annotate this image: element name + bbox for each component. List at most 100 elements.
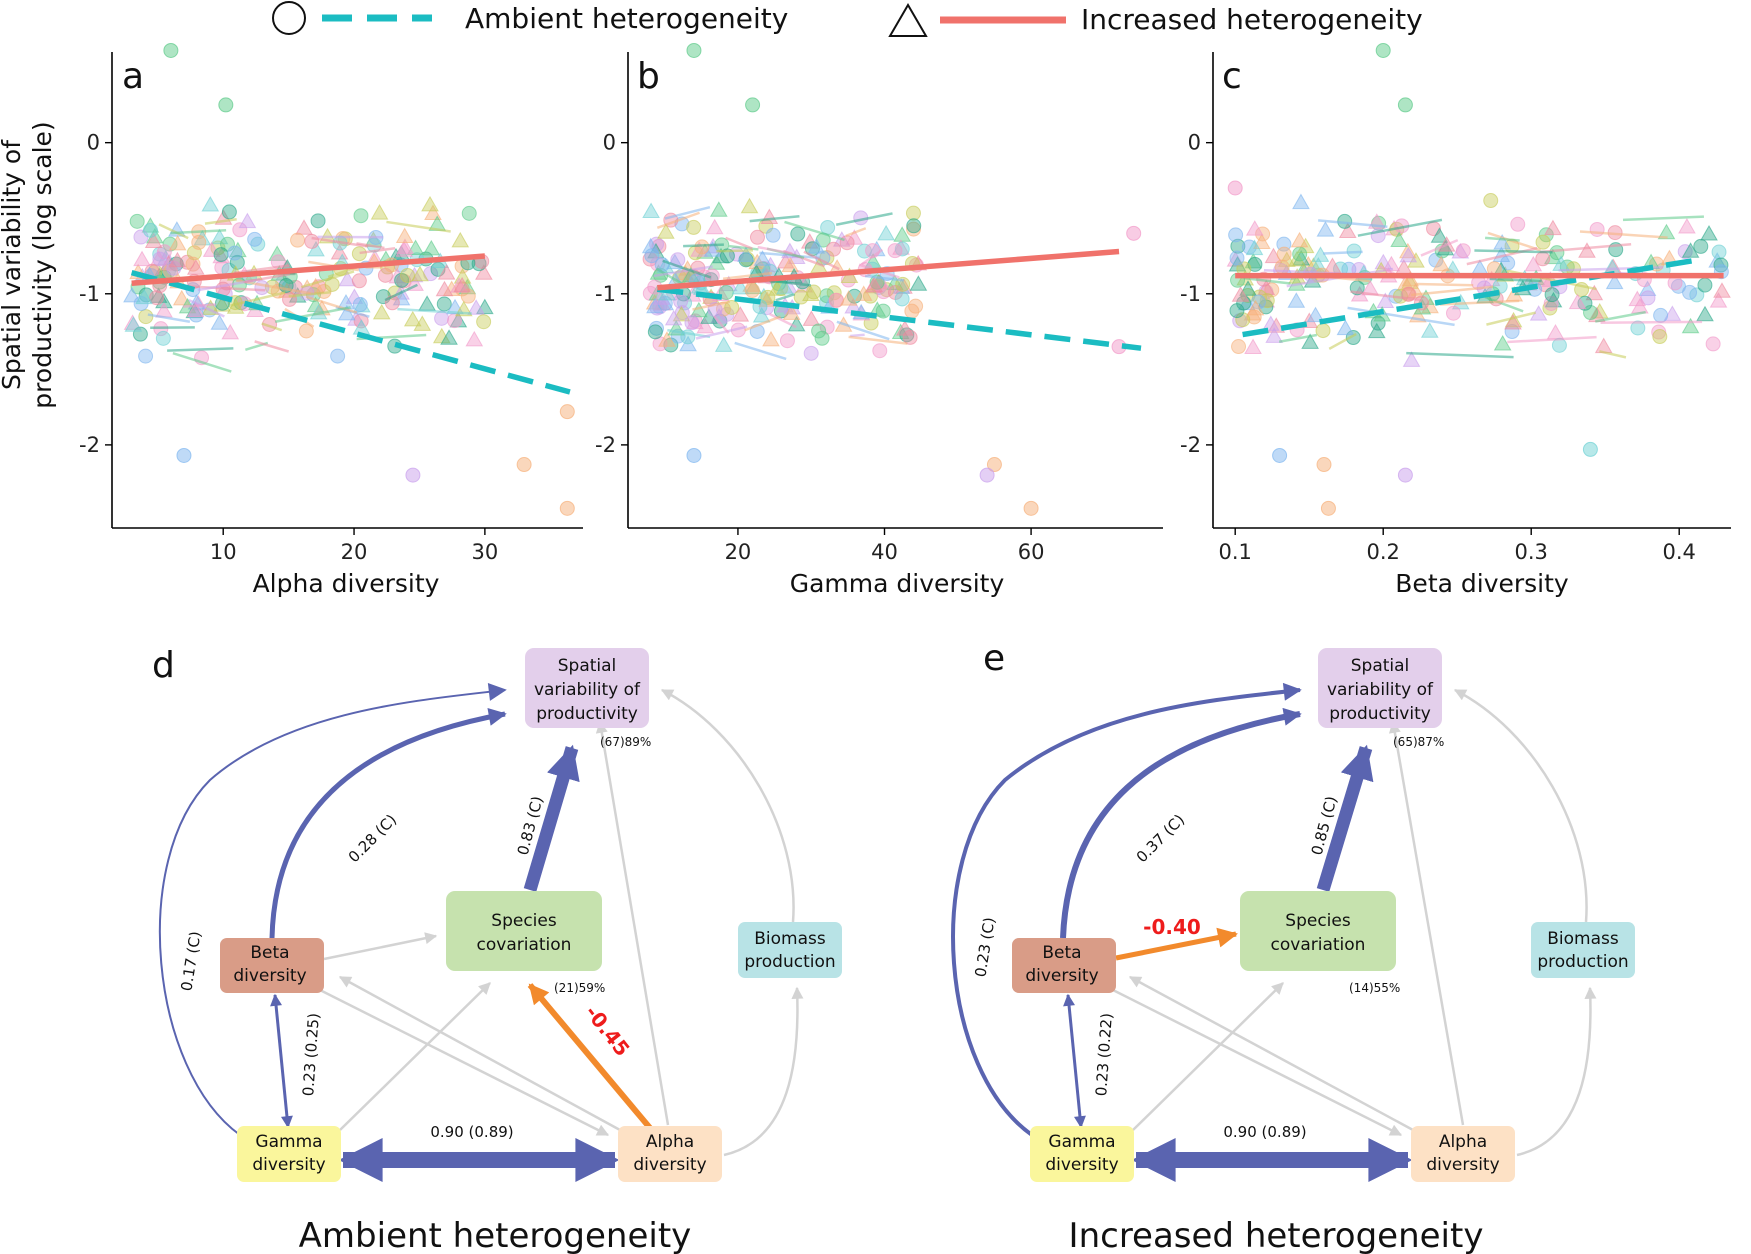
path-alpha-beta bbox=[1128, 975, 1414, 1132]
y-tick-label: 0 bbox=[87, 131, 100, 155]
site-trend-segment bbox=[1328, 332, 1357, 350]
panel-letter-d: d bbox=[152, 645, 175, 686]
scatter-point bbox=[1709, 292, 1728, 308]
scatter-point bbox=[826, 241, 842, 257]
site-trend-segment bbox=[1487, 231, 1541, 252]
scatter-point bbox=[642, 202, 660, 218]
scatter-point bbox=[213, 247, 229, 263]
scatter-point bbox=[979, 467, 995, 483]
scatter-point bbox=[395, 241, 414, 257]
ambient-trend-line bbox=[130, 269, 571, 395]
scatter-point bbox=[1504, 313, 1522, 330]
path-alpha-beta bbox=[338, 975, 621, 1132]
y-tick-label: 0 bbox=[1188, 131, 1201, 155]
site-trend-segment bbox=[274, 306, 351, 323]
scatter-point bbox=[803, 345, 819, 361]
x-ticks: 20 40 60 bbox=[725, 528, 1045, 564]
panel-d: d Spatial variability of productivity (6… bbox=[152, 645, 842, 1254]
scatter-point bbox=[744, 282, 760, 298]
site-trend-segment bbox=[167, 347, 234, 352]
scatter-point bbox=[1455, 243, 1471, 259]
node-label: Alpha bbox=[646, 1132, 694, 1152]
site-trend-segment bbox=[1350, 290, 1422, 302]
node-biomass: Biomass production bbox=[1531, 922, 1635, 978]
node-label: covariation bbox=[1271, 935, 1366, 955]
scatter-point bbox=[779, 333, 795, 349]
scatter-point bbox=[856, 243, 872, 259]
node-beta: Beta diversity bbox=[220, 938, 324, 993]
site-trend-segment bbox=[835, 212, 893, 226]
scatter-point bbox=[396, 238, 414, 254]
scatter-point bbox=[644, 248, 660, 264]
scatter-point bbox=[1696, 305, 1714, 322]
scatter-point bbox=[1493, 335, 1512, 351]
scatter-point bbox=[1432, 255, 1451, 272]
scatter-point bbox=[694, 239, 710, 255]
scatter-point bbox=[1228, 227, 1244, 243]
scatter-point bbox=[295, 219, 313, 235]
path-beta-species bbox=[323, 932, 438, 961]
node-label: diversity bbox=[252, 1155, 325, 1175]
scatter-point bbox=[310, 213, 326, 229]
scatter-point bbox=[453, 276, 471, 293]
trend-lines bbox=[1235, 257, 1724, 338]
scatter-point bbox=[753, 250, 772, 266]
node-gamma: Gamma diversity bbox=[237, 1126, 341, 1182]
scatter-point bbox=[779, 277, 798, 293]
site-trend-segment bbox=[1243, 276, 1291, 285]
legend-ambient-label: Ambient heterogeneity bbox=[465, 2, 788, 35]
scatter-point bbox=[1407, 252, 1425, 268]
site-trend-segment bbox=[850, 333, 865, 338]
scatter-point bbox=[218, 97, 234, 113]
scatter-point bbox=[475, 264, 493, 280]
scatter-point bbox=[776, 278, 794, 295]
site-trend-segment bbox=[749, 214, 800, 223]
y-axis-title-line-1: Spatial variability of bbox=[0, 139, 26, 390]
site-trend-segment bbox=[147, 313, 191, 323]
scatter-point bbox=[1126, 225, 1142, 241]
node-label: Species bbox=[1285, 911, 1351, 931]
increased-trend-line bbox=[131, 253, 486, 286]
site-trend-segment bbox=[722, 271, 773, 280]
scatter-point bbox=[839, 235, 855, 251]
scatter-point bbox=[807, 238, 826, 254]
scatter-point bbox=[372, 303, 391, 320]
x-ticks: 0.1 0.2 0.3 0.4 bbox=[1218, 528, 1696, 564]
scatter-point bbox=[1272, 447, 1288, 463]
scatter-points bbox=[641, 42, 1142, 516]
site-trend-segment bbox=[734, 341, 787, 361]
site-trend-segment bbox=[359, 247, 396, 255]
node-label: Biomass bbox=[1547, 929, 1619, 949]
scatter-point bbox=[686, 219, 702, 235]
path-beta-spatial bbox=[1060, 707, 1302, 939]
site-trend-segment bbox=[397, 307, 472, 315]
scatter-point bbox=[1301, 333, 1319, 349]
node-label: diversity bbox=[1045, 1155, 1118, 1175]
scatter-point bbox=[887, 243, 903, 259]
scatter-point bbox=[1543, 248, 1562, 265]
scatter-point bbox=[1402, 351, 1421, 367]
x-tick-label: 60 bbox=[1018, 540, 1045, 564]
scatter-point bbox=[437, 264, 456, 280]
scatter-point bbox=[1582, 441, 1598, 457]
scatter-point bbox=[877, 224, 895, 241]
scatter-point bbox=[247, 231, 263, 247]
scatter-point bbox=[152, 251, 168, 267]
scatter-point bbox=[1376, 292, 1395, 308]
site-trend-segment bbox=[305, 295, 358, 314]
site-trend-segment bbox=[744, 315, 781, 332]
scatter-point bbox=[1276, 246, 1292, 262]
node-label: Spatial bbox=[558, 656, 617, 676]
scatter-point bbox=[731, 278, 750, 295]
site-trend-segment bbox=[1600, 320, 1703, 324]
scatter-point bbox=[806, 284, 822, 300]
site-trend-segment bbox=[386, 220, 451, 233]
node-gamma: Gamma diversity bbox=[1030, 1126, 1134, 1182]
x-tick-label: 10 bbox=[210, 540, 237, 564]
site-trend-segment bbox=[1357, 218, 1443, 237]
site-trend-segment bbox=[712, 315, 730, 334]
scatter-point bbox=[865, 276, 884, 293]
scatter-point bbox=[1316, 457, 1332, 473]
scatter-point bbox=[1227, 180, 1243, 196]
